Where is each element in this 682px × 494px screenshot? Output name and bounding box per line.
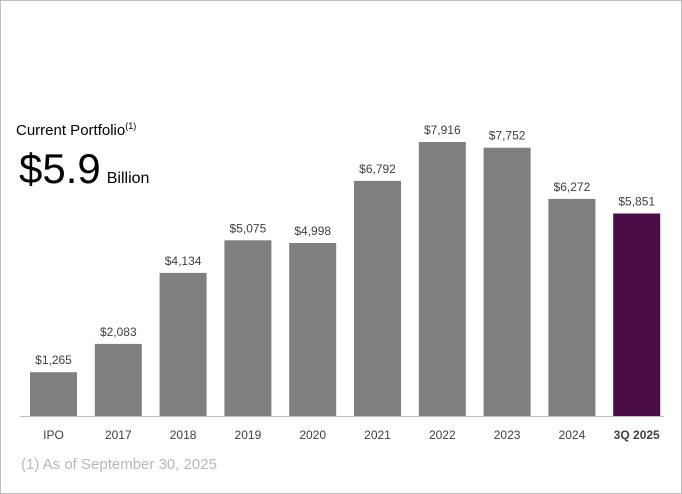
portfolio-title: Current Portfolio(1) bbox=[16, 121, 136, 139]
portfolio-title-text: Current Portfolio bbox=[16, 122, 126, 139]
bar-3q-2025 bbox=[613, 213, 661, 416]
bar-2023 bbox=[483, 147, 531, 416]
bar-2017 bbox=[94, 343, 142, 416]
x-tick-label: 2018 bbox=[170, 428, 197, 442]
x-tick-label: 2024 bbox=[559, 428, 586, 442]
data-label: $7,916 bbox=[424, 123, 461, 137]
portfolio-value: $5.9 Billion bbox=[19, 144, 149, 194]
data-label: $4,134 bbox=[165, 254, 202, 268]
data-label: $1,265 bbox=[35, 353, 72, 367]
bar-2022 bbox=[418, 142, 466, 416]
x-tick-label: 2017 bbox=[105, 428, 132, 442]
data-label: $2,083 bbox=[100, 325, 137, 339]
bar-2021 bbox=[354, 180, 401, 416]
data-label: $6,272 bbox=[554, 180, 591, 194]
data-label: $5,851 bbox=[618, 195, 655, 209]
portfolio-amount: $5.9 bbox=[19, 145, 101, 192]
portfolio-title-footnote-ref: (1) bbox=[125, 121, 137, 131]
footnote: (1) As of September 30, 2025 bbox=[21, 456, 217, 473]
x-tick-label: 2022 bbox=[429, 428, 456, 442]
x-tick-label: 2023 bbox=[494, 428, 521, 442]
data-label: $7,752 bbox=[489, 129, 526, 143]
x-tick-label: 2020 bbox=[299, 428, 326, 442]
x-tick-label: IPO bbox=[43, 428, 64, 442]
bar-2024 bbox=[548, 198, 596, 416]
data-label: $4,998 bbox=[294, 224, 331, 238]
x-tick-label: 3Q 2025 bbox=[614, 428, 660, 442]
bar-2018 bbox=[159, 272, 207, 416]
data-label: $6,792 bbox=[359, 162, 396, 176]
x-tick-label: 2019 bbox=[235, 428, 262, 442]
bar-ipo bbox=[30, 372, 77, 416]
x-tick-label: 2021 bbox=[364, 428, 391, 442]
data-label: $5,075 bbox=[230, 221, 267, 235]
portfolio-unit: Billion bbox=[106, 170, 150, 187]
bar-2020 bbox=[289, 243, 337, 416]
bar-2019 bbox=[224, 240, 272, 416]
